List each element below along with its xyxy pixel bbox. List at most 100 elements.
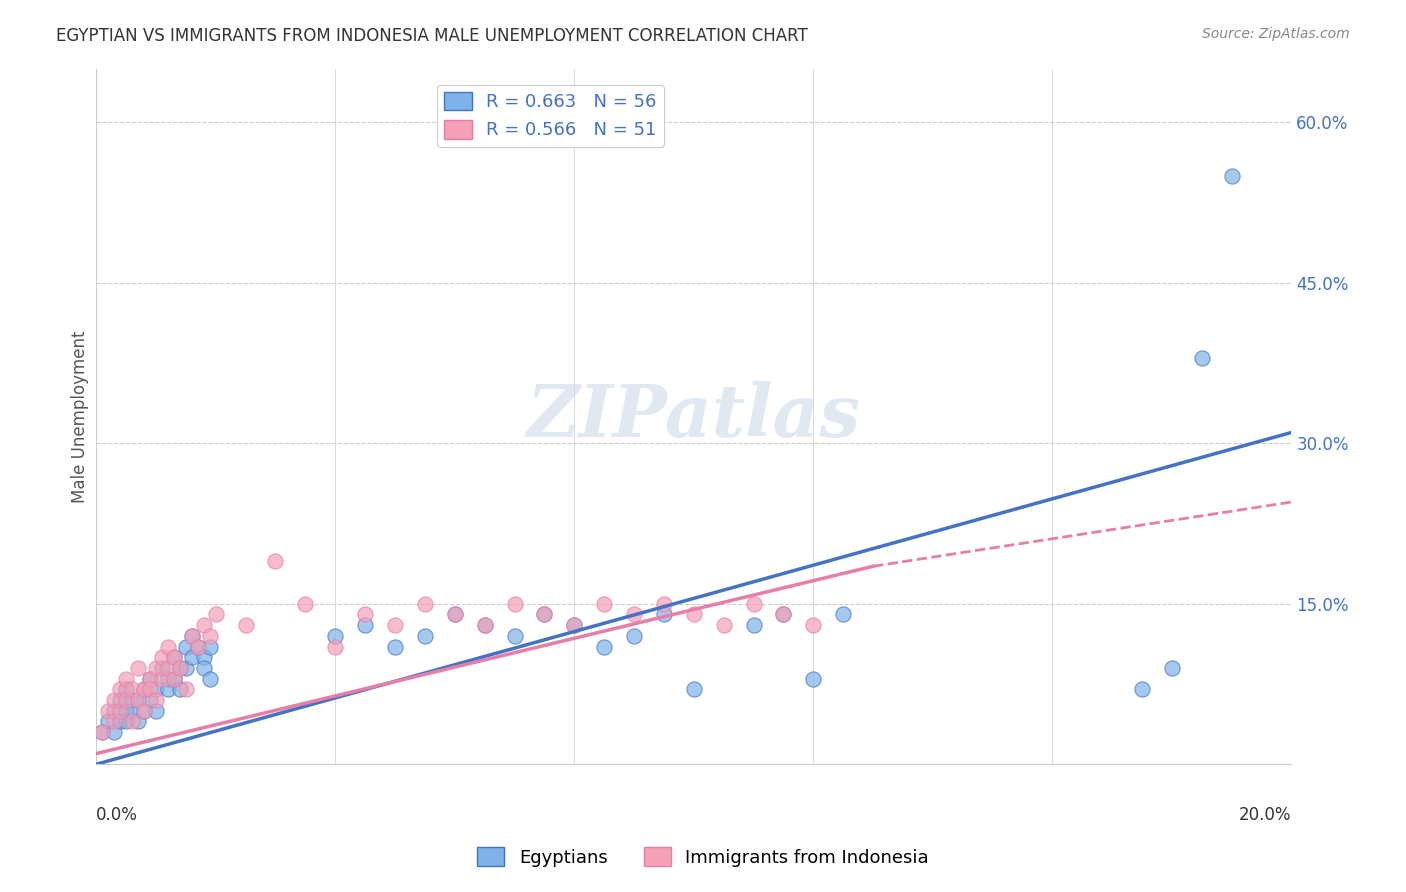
Point xyxy=(623,607,645,622)
Point xyxy=(145,704,167,718)
Point xyxy=(593,640,616,654)
Y-axis label: Male Unemployment: Male Unemployment xyxy=(72,330,89,503)
Point xyxy=(163,650,186,665)
Point xyxy=(623,629,645,643)
Point xyxy=(413,597,436,611)
Point xyxy=(742,597,765,611)
Point xyxy=(156,661,179,675)
Point xyxy=(132,704,155,718)
Point xyxy=(103,714,125,729)
Point xyxy=(772,607,794,622)
Point xyxy=(103,704,125,718)
Point xyxy=(474,618,496,632)
Point xyxy=(150,650,173,665)
Point xyxy=(713,618,735,632)
Point xyxy=(139,693,162,707)
Point xyxy=(127,693,149,707)
Point xyxy=(174,682,197,697)
Point xyxy=(150,661,173,675)
Point xyxy=(187,640,209,654)
Point xyxy=(139,672,162,686)
Point xyxy=(354,618,377,632)
Point xyxy=(503,597,526,611)
Text: EGYPTIAN VS IMMIGRANTS FROM INDONESIA MALE UNEMPLOYMENT CORRELATION CHART: EGYPTIAN VS IMMIGRANTS FROM INDONESIA MA… xyxy=(56,27,808,45)
Point xyxy=(127,693,149,707)
Point xyxy=(108,682,131,697)
Point xyxy=(474,618,496,632)
Point xyxy=(443,607,465,622)
Point xyxy=(533,607,555,622)
Point xyxy=(180,650,202,665)
Point xyxy=(174,640,197,654)
Point xyxy=(801,672,824,686)
Point xyxy=(115,714,138,729)
Point xyxy=(145,661,167,675)
Point xyxy=(593,597,616,611)
Point xyxy=(1161,661,1184,675)
Point xyxy=(1130,682,1153,697)
Point xyxy=(121,714,143,729)
Point xyxy=(413,629,436,643)
Point xyxy=(264,554,287,568)
Point xyxy=(323,629,346,643)
Point xyxy=(235,618,257,632)
Point xyxy=(145,693,167,707)
Point xyxy=(132,704,155,718)
Point xyxy=(169,661,191,675)
Text: 20.0%: 20.0% xyxy=(1239,806,1292,824)
Point xyxy=(132,682,155,697)
Point xyxy=(169,682,191,697)
Point xyxy=(503,629,526,643)
Text: 0.0%: 0.0% xyxy=(96,806,138,824)
Legend: R = 0.663   N = 56, R = 0.566   N = 51: R = 0.663 N = 56, R = 0.566 N = 51 xyxy=(437,85,664,146)
Point xyxy=(108,693,131,707)
Text: ZIPatlas: ZIPatlas xyxy=(527,381,860,452)
Point xyxy=(198,640,221,654)
Point xyxy=(562,618,585,632)
Point xyxy=(187,640,209,654)
Point xyxy=(115,672,138,686)
Point xyxy=(103,725,125,739)
Point xyxy=(354,607,377,622)
Point xyxy=(150,672,173,686)
Point xyxy=(443,607,465,622)
Point xyxy=(115,693,138,707)
Point xyxy=(121,682,143,697)
Point xyxy=(174,661,197,675)
Point xyxy=(156,640,179,654)
Point xyxy=(163,672,186,686)
Point xyxy=(1191,351,1213,365)
Point xyxy=(742,618,765,632)
Point xyxy=(132,682,155,697)
Point xyxy=(832,607,855,622)
Point xyxy=(772,607,794,622)
Point xyxy=(163,672,186,686)
Point xyxy=(121,704,143,718)
Point xyxy=(163,650,186,665)
Point xyxy=(91,725,114,739)
Point xyxy=(115,704,138,718)
Point xyxy=(108,714,131,729)
Point xyxy=(294,597,316,611)
Point xyxy=(156,682,179,697)
Point xyxy=(115,682,138,697)
Point xyxy=(121,693,143,707)
Point xyxy=(801,618,824,632)
Point xyxy=(682,607,704,622)
Point xyxy=(682,682,704,697)
Point xyxy=(108,704,131,718)
Point xyxy=(533,607,555,622)
Legend: Egyptians, Immigrants from Indonesia: Egyptians, Immigrants from Indonesia xyxy=(470,840,936,874)
Point xyxy=(156,672,179,686)
Point xyxy=(127,661,149,675)
Point xyxy=(97,714,120,729)
Point xyxy=(139,672,162,686)
Point xyxy=(204,607,226,622)
Point xyxy=(103,693,125,707)
Point xyxy=(198,672,221,686)
Point xyxy=(127,714,149,729)
Point xyxy=(323,640,346,654)
Point xyxy=(180,629,202,643)
Point xyxy=(384,640,406,654)
Point xyxy=(384,618,406,632)
